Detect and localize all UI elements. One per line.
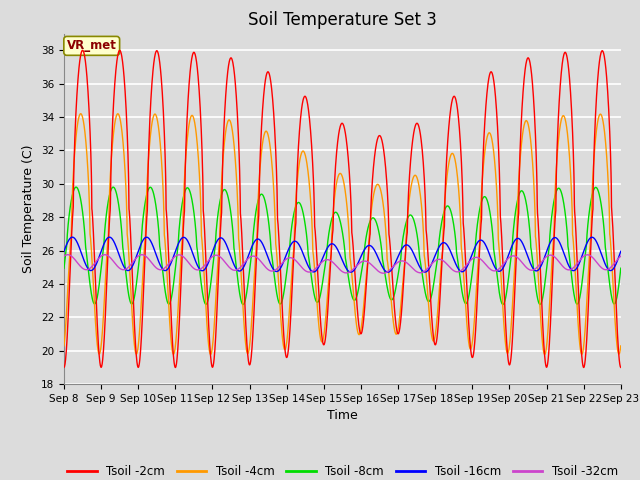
Tsoil -2cm [568,112,575,118]
X-axis label: Time: Time [327,409,358,422]
Tsoil -16cm [371,248,379,253]
Tsoil -2cm [60,364,68,370]
Tsoil -4cm [584,286,591,291]
Tsoil -32cm [371,265,379,271]
Line: Tsoil -2cm: Tsoil -2cm [64,50,621,368]
Tsoil -8cm [505,275,513,280]
Tsoil -16cm [505,252,513,258]
Tsoil -4cm [617,343,625,349]
Tsoil -4cm [216,236,223,242]
Tsoil -2cm [617,364,625,370]
Tsoil -4cm [568,205,576,211]
Tsoil -8cm [239,301,247,307]
Title: Soil Temperature Set 3: Soil Temperature Set 3 [248,11,437,29]
Tsoil -8cm [371,216,379,222]
Y-axis label: Soil Temperature (C): Soil Temperature (C) [22,144,35,273]
Tsoil -8cm [617,265,625,271]
Tsoil -4cm [359,313,367,319]
Tsoil -32cm [380,270,387,276]
Tsoil -32cm [359,259,367,264]
Tsoil -2cm [371,152,379,157]
Tsoil -32cm [584,252,591,258]
Tsoil -32cm [216,253,223,259]
Tsoil -2cm [216,247,223,253]
Tsoil -4cm [541,351,548,357]
Text: VR_met: VR_met [67,39,116,52]
Tsoil -16cm [359,250,367,256]
Tsoil -8cm [216,201,223,207]
Tsoil -8cm [72,184,80,190]
Tsoil -32cm [568,266,576,272]
Tsoil -16cm [584,239,591,245]
Line: Tsoil -8cm: Tsoil -8cm [64,187,621,304]
Legend: Tsoil -2cm, Tsoil -4cm, Tsoil -8cm, Tsoil -16cm, Tsoil -32cm: Tsoil -2cm, Tsoil -4cm, Tsoil -8cm, Tsoi… [63,461,622,480]
Tsoil -4cm [504,349,512,355]
Tsoil -16cm [216,235,223,241]
Tsoil -2cm [584,321,591,327]
Tsoil -2cm [580,365,588,371]
Tsoil -4cm [77,111,84,117]
Tsoil -2cm [504,359,512,364]
Tsoil -32cm [505,255,513,261]
Tsoil -2cm [359,325,367,331]
Tsoil -8cm [584,225,591,231]
Line: Tsoil -16cm: Tsoil -16cm [64,237,621,272]
Tsoil -2cm [79,48,86,53]
Tsoil -4cm [60,343,68,348]
Tsoil -16cm [617,248,625,254]
Tsoil -32cm [64,252,72,258]
Tsoil -8cm [568,277,576,283]
Tsoil -16cm [568,267,576,273]
Tsoil -8cm [359,260,367,265]
Tsoil -16cm [60,248,68,254]
Line: Tsoil -32cm: Tsoil -32cm [64,255,621,273]
Tsoil -16cm [68,234,76,240]
Line: Tsoil -4cm: Tsoil -4cm [64,114,621,354]
Tsoil -8cm [60,265,68,271]
Tsoil -32cm [617,253,625,259]
Tsoil -4cm [371,187,379,192]
Tsoil -32cm [60,253,68,259]
Tsoil -16cm [384,269,392,275]
